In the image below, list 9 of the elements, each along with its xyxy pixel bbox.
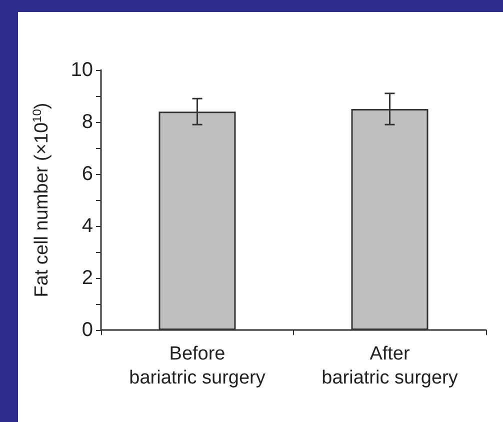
- x-tick-label: Before bariatric surgery: [129, 344, 266, 388]
- y-axis-title: Fat cell number (×1010): [30, 102, 52, 298]
- y-tick-label: 4: [82, 215, 93, 237]
- y-tick-label: 6: [82, 163, 93, 185]
- y-tick-label: 0: [82, 319, 93, 341]
- x-tick-label: After bariatric surgery: [322, 344, 458, 388]
- y-tick-label: 10: [70, 59, 93, 81]
- y-tick-label: 8: [82, 111, 93, 133]
- y-tick-label: 2: [82, 267, 93, 289]
